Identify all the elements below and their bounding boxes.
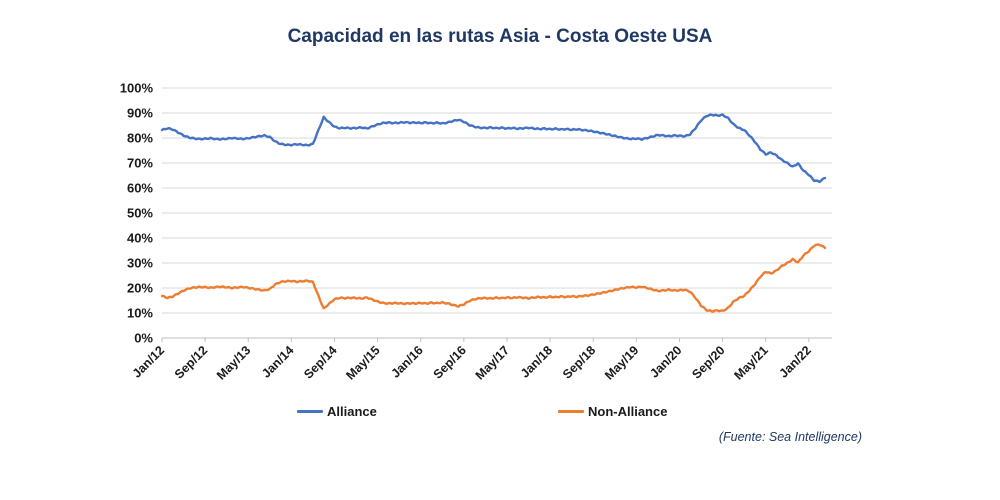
x-axis-label: May/17 (473, 343, 512, 382)
non-alliance-line (160, 243, 827, 313)
y-axis-label: 70% (127, 156, 153, 171)
x-axis-label: Sep/14 (301, 343, 339, 381)
y-axis-label: 80% (127, 131, 153, 146)
y-axis-label: 30% (127, 256, 153, 271)
x-axis-label: May/13 (214, 343, 253, 382)
y-axis-label: 0% (134, 331, 153, 346)
x-axis-label: Jan/16 (388, 343, 425, 380)
x-axis-label: May/15 (343, 343, 382, 382)
x-axis-label: Sep/20 (689, 343, 727, 381)
x-axis-label: Jan/12 (130, 343, 167, 380)
x-axis-label: Jan/14 (259, 343, 296, 380)
non-alliance-legend-label: Non-Alliance (588, 404, 668, 419)
chart-title: Capacidad en las rutas Asia - Costa Oest… (287, 26, 713, 47)
x-axis-label: Jan/22 (777, 343, 814, 380)
legend-item-non-alliance: Non-Alliance (558, 404, 667, 419)
legend-item-alliance: Alliance (297, 404, 377, 419)
y-axis-label: 40% (127, 231, 153, 246)
alliance-line (160, 113, 827, 184)
x-axis-label: May/19 (602, 343, 641, 382)
chart-legend: Alliance Non-Alliance (0, 404, 1000, 424)
y-axis-label: 10% (127, 306, 153, 321)
source-note: (Fuente: Sea Intelligence) (718, 430, 862, 444)
y-axis-label: 20% (127, 281, 153, 296)
non-alliance-line-marker (558, 410, 584, 413)
x-axis-label: Jan/20 (647, 343, 684, 380)
y-axis-label: 90% (127, 106, 153, 121)
x-axis-label: May/21 (731, 343, 770, 382)
alliance-legend-label: Alliance (327, 404, 377, 419)
x-axis-label: Jan/18 (518, 343, 555, 380)
y-axis-label: 100% (120, 81, 154, 96)
x-axis-label: Sep/12 (172, 343, 210, 381)
x-axis-label: Sep/16 (431, 343, 469, 381)
x-axis-label: Sep/18 (560, 343, 598, 381)
alliance-line-marker (297, 410, 323, 413)
y-axis-label: 50% (127, 206, 153, 221)
y-axis-label: 60% (127, 181, 153, 196)
